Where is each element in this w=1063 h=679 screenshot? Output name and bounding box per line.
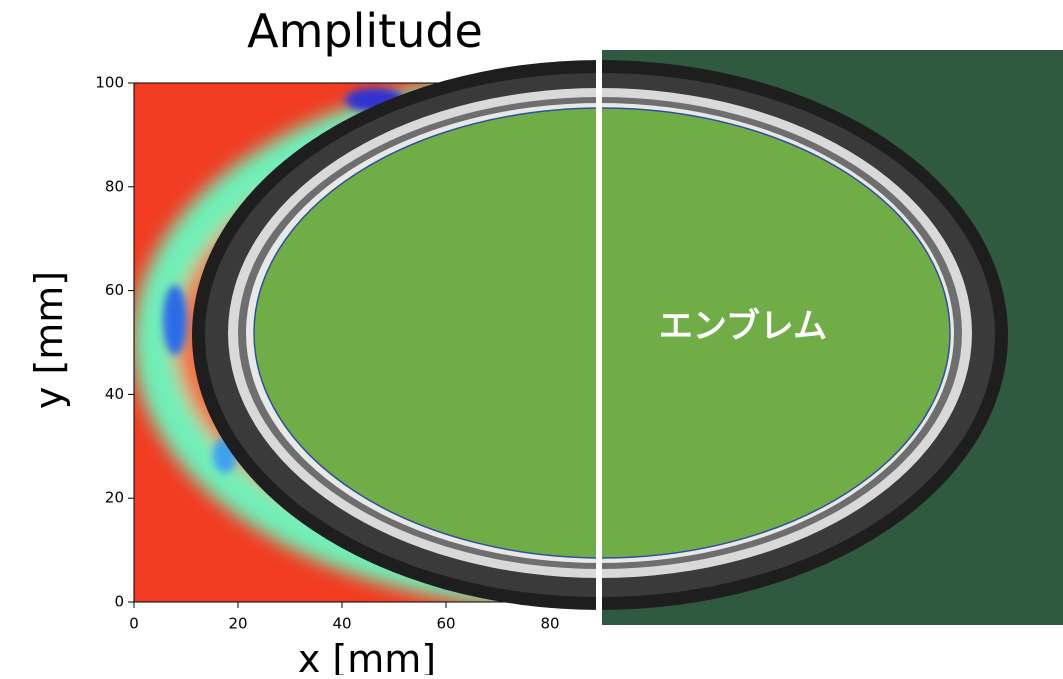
- y-tick-label: 0: [114, 593, 124, 611]
- photo: エンブレム: [192, 50, 1063, 625]
- y-tick-label: 40: [105, 385, 124, 403]
- y-tick-label: 60: [105, 281, 124, 299]
- x-tick-label: 20: [228, 615, 247, 633]
- chart-title: Amplitude: [247, 4, 483, 58]
- emblem-label: エンブレム: [659, 307, 827, 347]
- x-tick-label: 60: [436, 615, 455, 633]
- y-axis-label: y [mm]: [27, 271, 71, 409]
- x-tick-label: 0: [129, 615, 139, 633]
- x-tick-label: 80: [540, 615, 559, 633]
- x-tick-label: 40: [332, 615, 351, 633]
- x-axis-label: x [mm]: [298, 637, 436, 675]
- y-tick-label: 80: [105, 177, 124, 195]
- y-tick-label: 100: [95, 74, 124, 92]
- y-tick-label: 20: [105, 489, 124, 507]
